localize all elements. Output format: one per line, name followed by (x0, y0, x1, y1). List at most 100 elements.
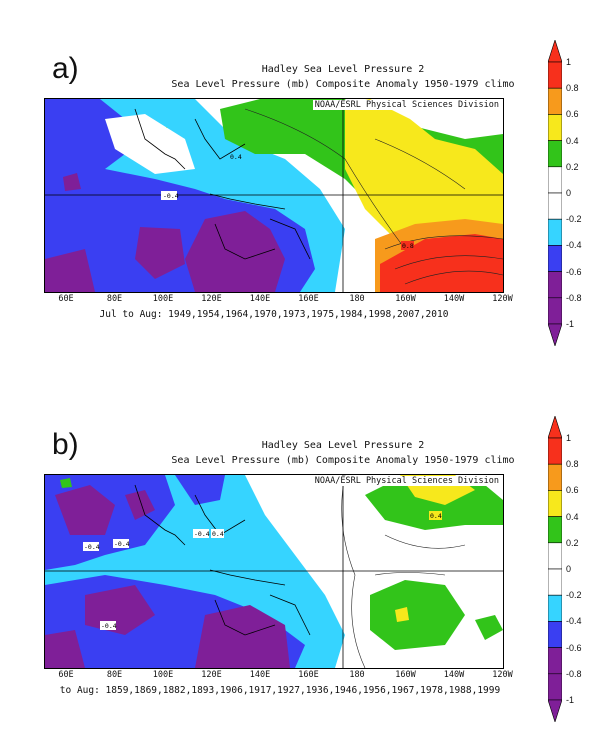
chart-title: Hadley Sea Level Pressure 2 (261, 440, 425, 451)
anomaly-map: 0.4 -0.4 0.8 NOAA/ESRL Physical Sciences… (44, 98, 504, 293)
panel-label: a) (52, 52, 79, 85)
region-blue-north-pacific (175, 475, 225, 505)
contour-label: -0.4 (101, 622, 117, 630)
coastline (134, 484, 311, 636)
colorbar-segment (548, 594, 562, 622)
colorbar-segment (548, 621, 562, 648)
colorbar-tick-label: -0.6 (566, 266, 582, 277)
contour-label: -0.4 (84, 543, 100, 551)
region-green-small (60, 478, 72, 488)
colorbar-segment (548, 114, 562, 141)
colorbar-tick-label: -1 (566, 695, 575, 705)
credit-label: NOAA/ESRL Physical Sciences Division (312, 476, 501, 486)
x-tick: 60E (58, 294, 74, 304)
anomaly-map-svg: -0.4 -0.4 -0.4 0.4 -0.4 0.4 (45, 475, 503, 668)
colorbar-segment (548, 673, 562, 701)
colorbar-segment (548, 463, 562, 491)
region-purple-west (45, 630, 85, 668)
contour-label-box (113, 539, 129, 548)
region-purple-south-asia (55, 485, 115, 535)
chart-subtitle: Sea Level Pressure (mb) Composite Anomal… (171, 455, 515, 466)
contour-label-box (429, 511, 442, 520)
colorbar-tick-label: 0.4 (566, 135, 579, 146)
colorbar (548, 416, 562, 722)
x-tick: 140E (249, 670, 271, 680)
colorbar-segment (548, 61, 562, 89)
chart-title: Hadley Sea Level Pressure 2 (261, 64, 425, 75)
colorbar-tick-label: -0.2 (566, 590, 582, 601)
contour-label-box (161, 191, 177, 200)
contour-label-box (193, 529, 209, 538)
x-tick: 100E (152, 670, 174, 680)
anomaly-map-svg: 0.4 -0.4 0.8 (45, 99, 503, 292)
contour-label-box (211, 529, 224, 538)
region-green-south-pacific (370, 580, 465, 650)
region-purple-small (125, 490, 155, 520)
region-purple-indian-ocean (135, 227, 185, 279)
x-tick: 160W (395, 294, 416, 304)
region-white-patch (105, 114, 195, 174)
panel-label: b) (52, 428, 79, 461)
x-tick: 120E (201, 294, 222, 304)
region-purple-australia (185, 211, 285, 292)
colorbar-tick-label: -0.8 (566, 292, 582, 303)
anomaly-map: -0.4 -0.4 -0.4 0.4 -0.4 0.4 NOAA/ESRL Ph… (44, 474, 504, 669)
x-axis-ticks: 60E 80E 100E 120E 140E 160E 180 160W 140… (44, 294, 512, 308)
region-purple-australia (195, 605, 290, 668)
colorbar-segment (548, 271, 562, 299)
colorbar-segment (548, 647, 562, 675)
x-tick: 120W (492, 294, 513, 304)
colorbar-segment (548, 218, 562, 246)
colorbar-tick-label: -1 (566, 319, 575, 329)
colorbar-segment (548, 437, 562, 465)
x-tick: 120E (201, 670, 222, 680)
colorbar-tick-label: 0.8 (566, 83, 579, 94)
region-purple-west (45, 249, 95, 292)
contour-lines (244, 108, 503, 285)
colorbar-segment (548, 87, 562, 115)
x-tick: 180 (349, 294, 365, 304)
x-tick: 140E (249, 294, 271, 304)
x-tick: 160E (298, 670, 319, 680)
colorbar-bottom-arrow (548, 323, 562, 346)
colorbar (548, 40, 562, 346)
colorbar-tick-label: -0.4 (566, 616, 582, 627)
x-tick: 80E (106, 294, 123, 304)
colorbar-segment (548, 490, 562, 517)
credit-label: NOAA/ESRL Physical Sciences Division (312, 100, 501, 110)
x-tick: 120W (492, 670, 513, 680)
region-purple-small (63, 173, 81, 191)
x-tick: 100E (152, 294, 174, 304)
colorbar-tick-label: 0.2 (566, 161, 579, 172)
contour-label: -0.4 (163, 192, 179, 200)
chart-subtitle: Sea Level Pressure (mb) Composite Anomal… (171, 79, 515, 90)
contour-label-box (401, 241, 414, 250)
region-yellow-south-pacific (395, 607, 409, 622)
contour-label: -0.4 (114, 540, 130, 548)
colorbar-segment (548, 166, 562, 194)
x-tick: 180 (349, 670, 365, 680)
colorbar-tick-label: 0.2 (566, 537, 579, 548)
colorbar-tick-label: -0.6 (566, 642, 582, 653)
panel-a: a) Hadley Sea Level Pressure 2 Sea Level… (0, 0, 606, 375)
region-green-far-east (475, 615, 503, 640)
coastline (134, 108, 311, 260)
x-tick: 140W (443, 670, 465, 680)
x-tick: 160W (395, 670, 416, 680)
colorbar-tick-label: 1 (566, 433, 572, 443)
x-tick: 160E (298, 294, 319, 304)
colorbar-segment (548, 192, 562, 220)
contour-label: 0.4 (230, 153, 242, 161)
contour-label: -0.4 (194, 530, 210, 538)
colorbar-tick-label: 1 (566, 57, 572, 67)
colorbar-top-arrow (548, 40, 562, 63)
colorbar-segment (548, 245, 562, 272)
colorbar-segment (548, 140, 562, 168)
colorbar-tick-label: 0.6 (566, 485, 579, 496)
colorbar-tick-label: -0.8 (566, 668, 582, 679)
colorbar-segment (548, 297, 562, 325)
contour-label: 0.4 (430, 512, 442, 520)
composite-years-caption: to Aug: 1859,1869,1882,1893,1906,1917,19… (59, 685, 501, 696)
contour-label: 0.8 (402, 242, 414, 250)
composite-years-caption: Jul to Aug: 1949,1954,1964,1970,1973,197… (99, 309, 449, 320)
